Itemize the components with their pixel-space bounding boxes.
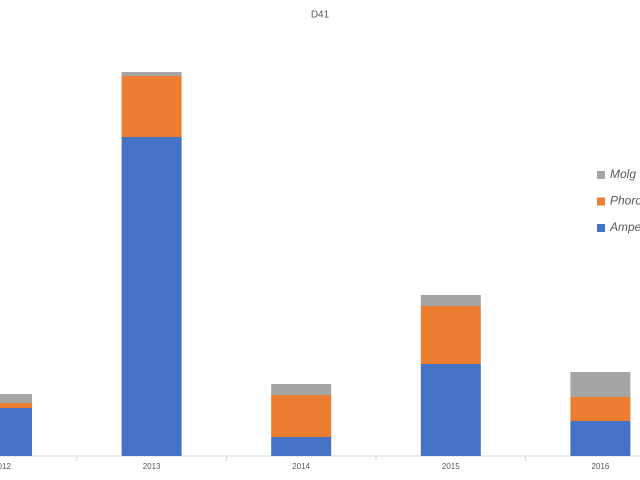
x-tick-label: 2015 bbox=[442, 462, 460, 471]
bar-segment bbox=[0, 408, 32, 456]
x-tick-label: 2012 bbox=[0, 462, 11, 471]
bar-segment bbox=[271, 437, 332, 456]
bar-segment bbox=[570, 372, 631, 397]
legend-label: Ampe bbox=[609, 220, 640, 234]
bar-segment bbox=[121, 72, 182, 76]
bar-segment bbox=[420, 306, 481, 364]
bar-segment bbox=[420, 364, 481, 456]
chart-title: D41 bbox=[311, 10, 330, 21]
legend-swatch bbox=[597, 171, 605, 179]
legend-label: Phoro bbox=[610, 194, 640, 208]
x-tick-label: 2013 bbox=[143, 462, 161, 471]
bar-segment bbox=[271, 384, 332, 395]
legend-swatch bbox=[597, 197, 605, 206]
bar-segment bbox=[570, 421, 631, 456]
legend-label: Molg bbox=[610, 167, 636, 181]
bar-segment bbox=[0, 403, 32, 408]
bar-segment bbox=[0, 394, 32, 403]
x-tick-label: 2016 bbox=[592, 462, 610, 471]
legend-swatch bbox=[597, 224, 605, 232]
bar-segment bbox=[570, 397, 631, 421]
x-tick-label: 2014 bbox=[292, 462, 310, 471]
bar-segment bbox=[121, 137, 182, 456]
bar-segment bbox=[271, 395, 332, 437]
bar-segment bbox=[121, 76, 182, 137]
bar-segment bbox=[420, 295, 481, 306]
